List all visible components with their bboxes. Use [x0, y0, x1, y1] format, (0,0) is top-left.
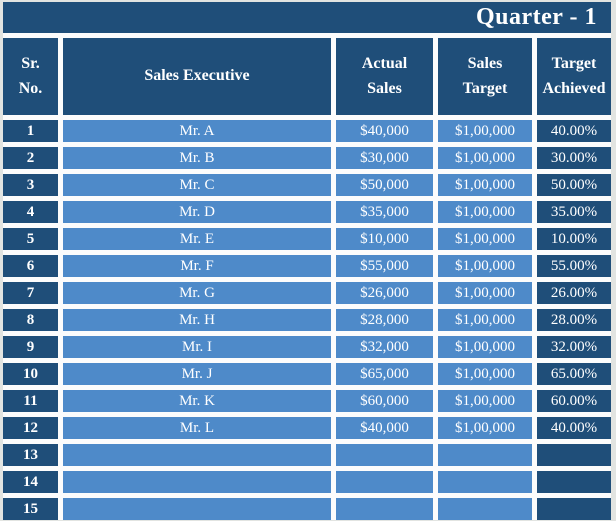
- sr-no-cell[interactable]: 9: [3, 336, 58, 358]
- sales-executive-cell[interactable]: Mr. H: [63, 309, 331, 331]
- target-achieved-cell[interactable]: [537, 471, 611, 493]
- sales-target-cell[interactable]: [438, 498, 532, 520]
- actual-sales-cell[interactable]: $35,000: [336, 201, 433, 223]
- sales-target-cell[interactable]: $1,00,000: [438, 174, 532, 196]
- quarter-title: Quarter - 1: [475, 4, 597, 30]
- sr-no-cell[interactable]: 13: [3, 444, 58, 466]
- sales-executive-cell[interactable]: Mr. K: [63, 390, 331, 412]
- target-achieved-cell[interactable]: 55.00%: [537, 255, 611, 277]
- sales-target-cell[interactable]: $1,00,000: [438, 120, 532, 142]
- target-achieved-cell[interactable]: 26.00%: [537, 282, 611, 304]
- sales-executive-cell[interactable]: Mr. A: [63, 120, 331, 142]
- sales-executive-cell[interactable]: Mr. J: [63, 363, 331, 385]
- sales-tracker-sheet: Quarter - 1 Sr. No. Sales Executive Actu…: [3, 2, 611, 520]
- sales-target-cell[interactable]: $1,00,000: [438, 228, 532, 250]
- sr-no-cell[interactable]: 12: [3, 417, 58, 439]
- actual-sales-cell[interactable]: $60,000: [336, 390, 433, 412]
- sales-executive-cell[interactable]: Mr. C: [63, 174, 331, 196]
- target-achieved-cell[interactable]: 65.00%: [537, 363, 611, 385]
- sales-executive-cell[interactable]: [63, 471, 331, 493]
- target-achieved-cell[interactable]: 28.00%: [537, 309, 611, 331]
- column-header-sales-executive[interactable]: Sales Executive: [63, 38, 331, 115]
- column-header-sr-no[interactable]: Sr. No.: [3, 38, 58, 115]
- actual-sales-cell[interactable]: [336, 471, 433, 493]
- sr-no-cell[interactable]: 11: [3, 390, 58, 412]
- column-header-sales-target[interactable]: Sales Target: [438, 38, 532, 115]
- actual-sales-cell[interactable]: $30,000: [336, 147, 433, 169]
- actual-sales-cell[interactable]: [336, 444, 433, 466]
- actual-sales-cell[interactable]: $40,000: [336, 120, 433, 142]
- actual-sales-cell[interactable]: $28,000: [336, 309, 433, 331]
- sales-executive-cell[interactable]: Mr. D: [63, 201, 331, 223]
- actual-sales-cell[interactable]: [336, 498, 433, 520]
- sr-no-cell[interactable]: 3: [3, 174, 58, 196]
- actual-sales-cell[interactable]: $55,000: [336, 255, 433, 277]
- actual-sales-cell[interactable]: $32,000: [336, 336, 433, 358]
- sales-target-cell[interactable]: $1,00,000: [438, 147, 532, 169]
- sales-table: Quarter - 1 Sr. No. Sales Executive Actu…: [3, 2, 611, 520]
- sr-no-cell[interactable]: 15: [3, 498, 58, 520]
- target-achieved-cell[interactable]: 35.00%: [537, 201, 611, 223]
- sr-no-cell[interactable]: 10: [3, 363, 58, 385]
- actual-sales-cell[interactable]: $26,000: [336, 282, 433, 304]
- sr-no-cell[interactable]: 14: [3, 471, 58, 493]
- sales-executive-cell[interactable]: [63, 498, 331, 520]
- sr-no-cell[interactable]: 1: [3, 120, 58, 142]
- sales-target-cell[interactable]: $1,00,000: [438, 417, 532, 439]
- sales-target-cell[interactable]: $1,00,000: [438, 390, 532, 412]
- actual-sales-cell[interactable]: $10,000: [336, 228, 433, 250]
- sales-target-cell[interactable]: $1,00,000: [438, 255, 532, 277]
- column-header-target-achieved[interactable]: Target Achieved: [537, 38, 611, 115]
- sales-target-cell[interactable]: $1,00,000: [438, 336, 532, 358]
- actual-sales-cell[interactable]: $65,000: [336, 363, 433, 385]
- sales-executive-cell[interactable]: Mr. B: [63, 147, 331, 169]
- sr-no-cell[interactable]: 5: [3, 228, 58, 250]
- sales-target-cell[interactable]: $1,00,000: [438, 282, 532, 304]
- sales-executive-cell[interactable]: [63, 444, 331, 466]
- sr-no-cell[interactable]: 6: [3, 255, 58, 277]
- sales-target-cell[interactable]: [438, 444, 532, 466]
- sales-target-cell[interactable]: $1,00,000: [438, 363, 532, 385]
- target-achieved-cell[interactable]: [537, 498, 611, 520]
- sales-executive-cell[interactable]: Mr. G: [63, 282, 331, 304]
- sales-target-cell[interactable]: [438, 471, 532, 493]
- target-achieved-cell[interactable]: 32.00%: [537, 336, 611, 358]
- target-achieved-cell[interactable]: 50.00%: [537, 174, 611, 196]
- column-header-actual-sales[interactable]: Actual Sales: [336, 38, 433, 115]
- target-achieved-cell[interactable]: 40.00%: [537, 417, 611, 439]
- sales-executive-cell[interactable]: Mr. L: [63, 417, 331, 439]
- sales-target-cell[interactable]: $1,00,000: [438, 309, 532, 331]
- actual-sales-cell[interactable]: $50,000: [336, 174, 433, 196]
- sales-executive-cell[interactable]: Mr. E: [63, 228, 331, 250]
- target-achieved-cell[interactable]: 30.00%: [537, 147, 611, 169]
- sr-no-cell[interactable]: 7: [3, 282, 58, 304]
- quarter-title-bar[interactable]: Quarter - 1: [3, 2, 611, 33]
- target-achieved-cell[interactable]: [537, 444, 611, 466]
- sales-executive-cell[interactable]: Mr. I: [63, 336, 331, 358]
- sr-no-cell[interactable]: 4: [3, 201, 58, 223]
- sales-executive-cell[interactable]: Mr. F: [63, 255, 331, 277]
- sales-target-cell[interactable]: $1,00,000: [438, 201, 532, 223]
- sr-no-cell[interactable]: 2: [3, 147, 58, 169]
- target-achieved-cell[interactable]: 40.00%: [537, 120, 611, 142]
- sr-no-cell[interactable]: 8: [3, 309, 58, 331]
- target-achieved-cell[interactable]: 10.00%: [537, 228, 611, 250]
- target-achieved-cell[interactable]: 60.00%: [537, 390, 611, 412]
- actual-sales-cell[interactable]: $40,000: [336, 417, 433, 439]
